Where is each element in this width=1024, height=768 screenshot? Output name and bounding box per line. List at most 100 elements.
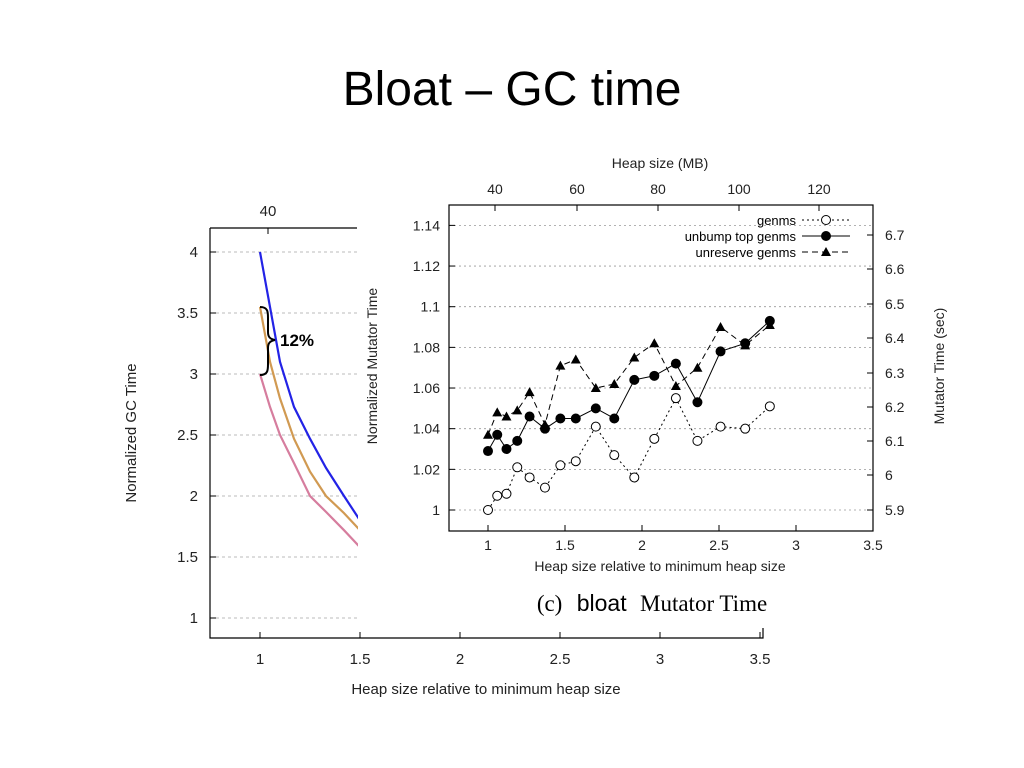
mutator-y-tick-label: 1.04 [413,421,440,437]
mutator-top-tick-label: 60 [569,181,585,197]
legend-label: genms [757,213,797,228]
mutator-y-tick-label: 1 [432,502,440,518]
data-point-triangle [570,354,581,364]
brace-icon [259,306,276,376]
mutator-y2-tick-label: 6.2 [885,399,905,415]
mutator-y-tick-label: 1.06 [413,380,440,396]
data-point-triangle [555,360,566,370]
mutator-y2-tick-label: 6 [885,467,893,483]
data-point-open-circle [715,421,726,432]
mutator-y-axis-label: Normalized Mutator Time [364,288,380,445]
data-point-filled-circle [629,374,640,385]
caption-prefix: (c) [537,591,563,616]
gc-y-axis-label: Normalized GC Time [123,363,140,502]
legend-label: unbump top genms [685,229,797,244]
data-point-triangle [590,383,601,393]
data-point-triangle [539,419,550,429]
mutator-y2-tick-label: 6.5 [885,296,905,312]
gc-x-tick-label: 2.5 [550,651,571,668]
gc-ticks: 1 1.5 2 2.5 3 3.5 4 1 1.5 2 2.5 3 3.5 40 [177,203,770,668]
mutator-ticks: 1 1.02 1.04 1.06 1.08 1.1 1.12 1.14 5.9 6 6.1 6.2 6.… [413,181,905,553]
mutator-x-axis-label: Heap size relative to minimum heap size [534,558,786,574]
data-point-filled-circle [670,358,681,369]
mutator-top-axis-label: Heap size (MB) [612,155,708,171]
mutator-x-tick-label: 1.5 [555,537,575,553]
mutator-y-tick-label: 1.02 [413,461,440,477]
gc-top-tick-label: 40 [260,203,277,220]
mutator-top-tick-label: 120 [807,181,831,197]
data-point-triangle [609,378,620,388]
data-point-open-circle [492,490,503,501]
data-point-open-circle [483,505,493,515]
mutator-y-tick-label: 1.1 [421,299,441,315]
mutator-y-tick-label: 1.14 [413,217,440,233]
data-point-triangle [524,387,535,397]
data-point-triangle [501,411,512,421]
mutator-x-tick-label: 2 [638,537,646,553]
legend-label: unreserve genms [696,245,797,260]
mutator-caption: (c) bloat Mutator Time [537,590,767,616]
data-point-open-circle [740,423,751,434]
data-point-open-circle [524,472,535,483]
caption-suffix: Mutator Time [640,591,767,616]
slide-title: Bloat – GC time [342,63,682,116]
data-point-triangle [670,380,681,390]
data-point-open-circle [821,215,831,225]
mutator-top-tick-label: 80 [650,181,666,197]
data-point-triangle [512,405,523,415]
data-point-open-circle [501,488,512,499]
data-point-open-circle [512,462,523,473]
data-point-triangle [764,319,775,329]
mutator-y-tick-label: 1.08 [413,339,440,355]
data-point-filled-circle [501,444,512,455]
mutator-x-tick-label: 2.5 [709,537,729,553]
data-point-open-circle [649,433,660,444]
data-point-filled-circle [524,411,535,422]
data-point-triangle [821,247,831,256]
gc-y-tick-label: 1 [190,610,198,627]
gc-time-chart: 1 1.5 2 2.5 3 3.5 4 1 1.5 2 2.5 3 3.5 40 Normalized G… [123,203,770,698]
data-point-filled-circle [821,231,831,241]
data-point-filled-circle [492,429,503,440]
mutator-plot-frame [448,204,874,532]
data-point-triangle [483,429,493,439]
data-point-filled-circle [649,370,660,381]
data-point-filled-circle [483,446,493,457]
mutator-y2-tick-label: 6.3 [885,365,905,381]
mutator-y2-tick-label: 6.6 [885,261,905,277]
gc-y-tick-label: 2 [190,488,198,505]
data-point-open-circle [609,450,620,461]
gc-x-tick-label: 1 [256,651,264,668]
data-point-triangle [629,352,640,362]
data-point-filled-circle [512,435,523,446]
mutator-x-tick-label: 1 [484,537,492,553]
data-point-triangle [649,338,660,348]
mutator-y-tick-label: 1.12 [413,258,440,274]
gc-series-line [258,373,361,548]
data-point-filled-circle [609,413,620,424]
data-point-filled-circle [715,346,726,357]
gc-series-line [258,306,361,531]
gc-series-line [258,251,361,522]
mutator-y2-tick-label: 6.1 [885,433,905,449]
mutator-time-chart: Heap size (MB) 11.021.041.061.081.11.121… [358,150,978,628]
data-point-open-circle [539,482,550,493]
data-point-triangle [692,362,703,372]
data-point-triangle [492,407,503,417]
data-point-open-circle [570,456,581,467]
data-point-open-circle [692,435,703,446]
annotation-12-percent: 12% [280,331,314,350]
mutator-x-tick-label: 3 [792,537,800,553]
mutator-y2-tick-label: 5.9 [885,502,905,518]
gc-y-tick-label: 1.5 [177,549,198,566]
mutator-panel-background [358,150,978,628]
gc-x-tick-label: 3 [656,651,664,668]
mutator-gridlines [449,224,873,511]
mutator-top-tick-label: 40 [487,181,503,197]
gc-y-tick-label: 4 [190,244,198,261]
mutator-top-tick-label: 100 [727,181,751,197]
mutator-series-line [487,397,771,511]
gc-y-tick-label: 3.5 [177,305,198,322]
